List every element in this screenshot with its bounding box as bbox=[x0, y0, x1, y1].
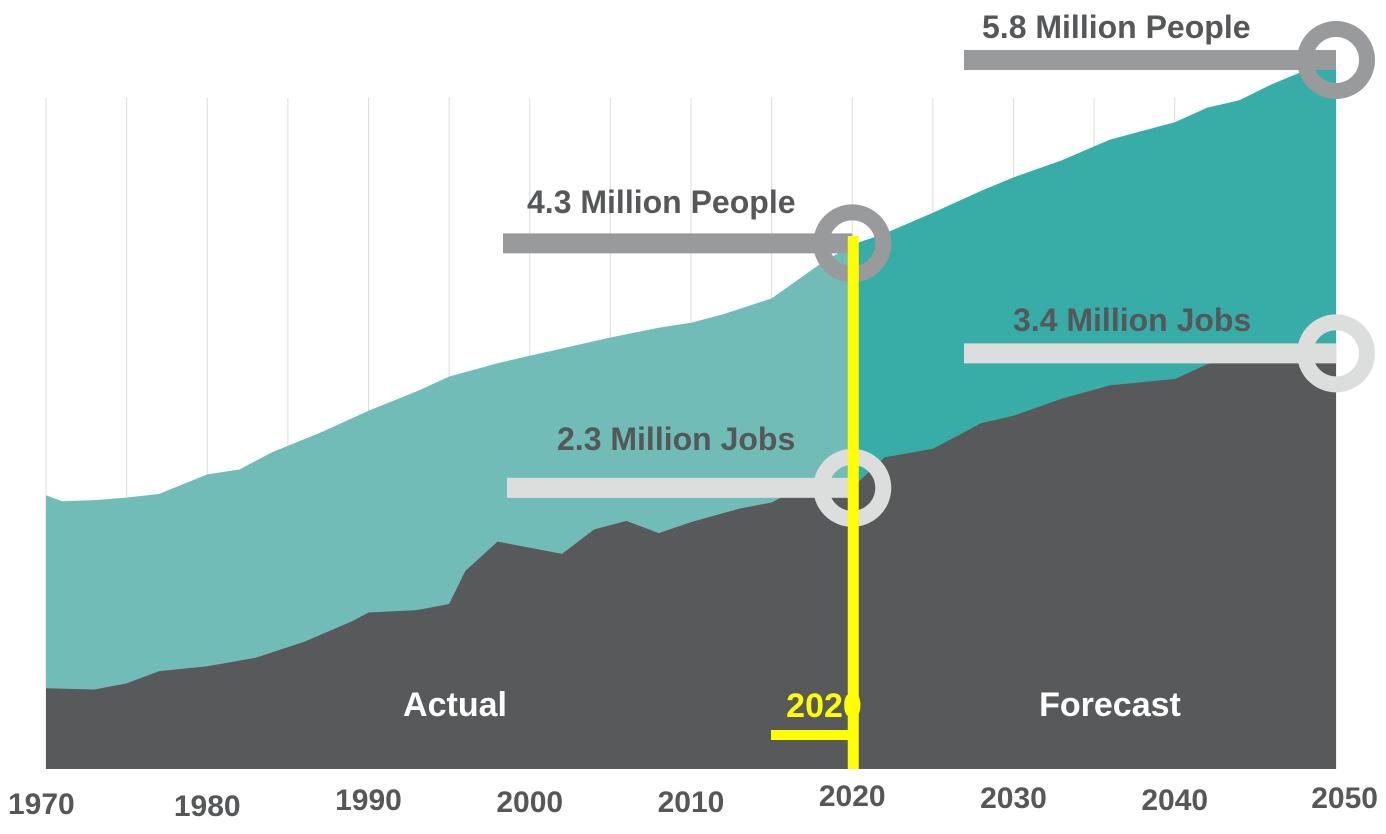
x-tick-label: 2010 bbox=[658, 786, 725, 819]
x-tick-label: 1970 bbox=[8, 788, 75, 821]
jobs-2050-ring-marker bbox=[1297, 314, 1375, 393]
x-tick-label: 2020 bbox=[819, 780, 886, 813]
jobs-2020-callout-bar bbox=[507, 477, 853, 498]
x-tick-label: 2040 bbox=[1141, 784, 1208, 817]
forecast-zone-label: Forecast bbox=[1039, 686, 1181, 724]
x-tick-label: 2000 bbox=[496, 786, 563, 819]
jobs-2020-label: 2.3 Million Jobs bbox=[557, 421, 795, 457]
jobs-2050-label: 3.4 Million Jobs bbox=[1013, 302, 1251, 338]
x-axis: 1970 1980 1990 2000 2010 2020 2030 2040 2050 bbox=[8, 780, 1378, 823]
year-2020-marker-label: 2020 bbox=[786, 687, 862, 725]
x-tick-label: 2030 bbox=[980, 782, 1047, 815]
people-2050-callout-bar bbox=[964, 50, 1336, 70]
callouts: 5.8 Million People 4.3 Million People 3.… bbox=[503, 9, 1375, 527]
jobs-area bbox=[46, 350, 1336, 769]
people-2020-callout-bar bbox=[503, 233, 853, 254]
x-tick-label: 1990 bbox=[335, 784, 402, 817]
actual-zone-label: Actual bbox=[403, 686, 507, 724]
jobs-2050-callout-bar bbox=[964, 343, 1336, 364]
people-2020-label: 4.3 Million People bbox=[527, 184, 796, 220]
people-2050-ring-marker bbox=[1297, 21, 1375, 99]
x-tick-label: 1980 bbox=[174, 790, 241, 823]
x-tick-label: 2050 bbox=[1311, 782, 1378, 815]
people-2050-label: 5.8 Million People bbox=[982, 9, 1251, 45]
